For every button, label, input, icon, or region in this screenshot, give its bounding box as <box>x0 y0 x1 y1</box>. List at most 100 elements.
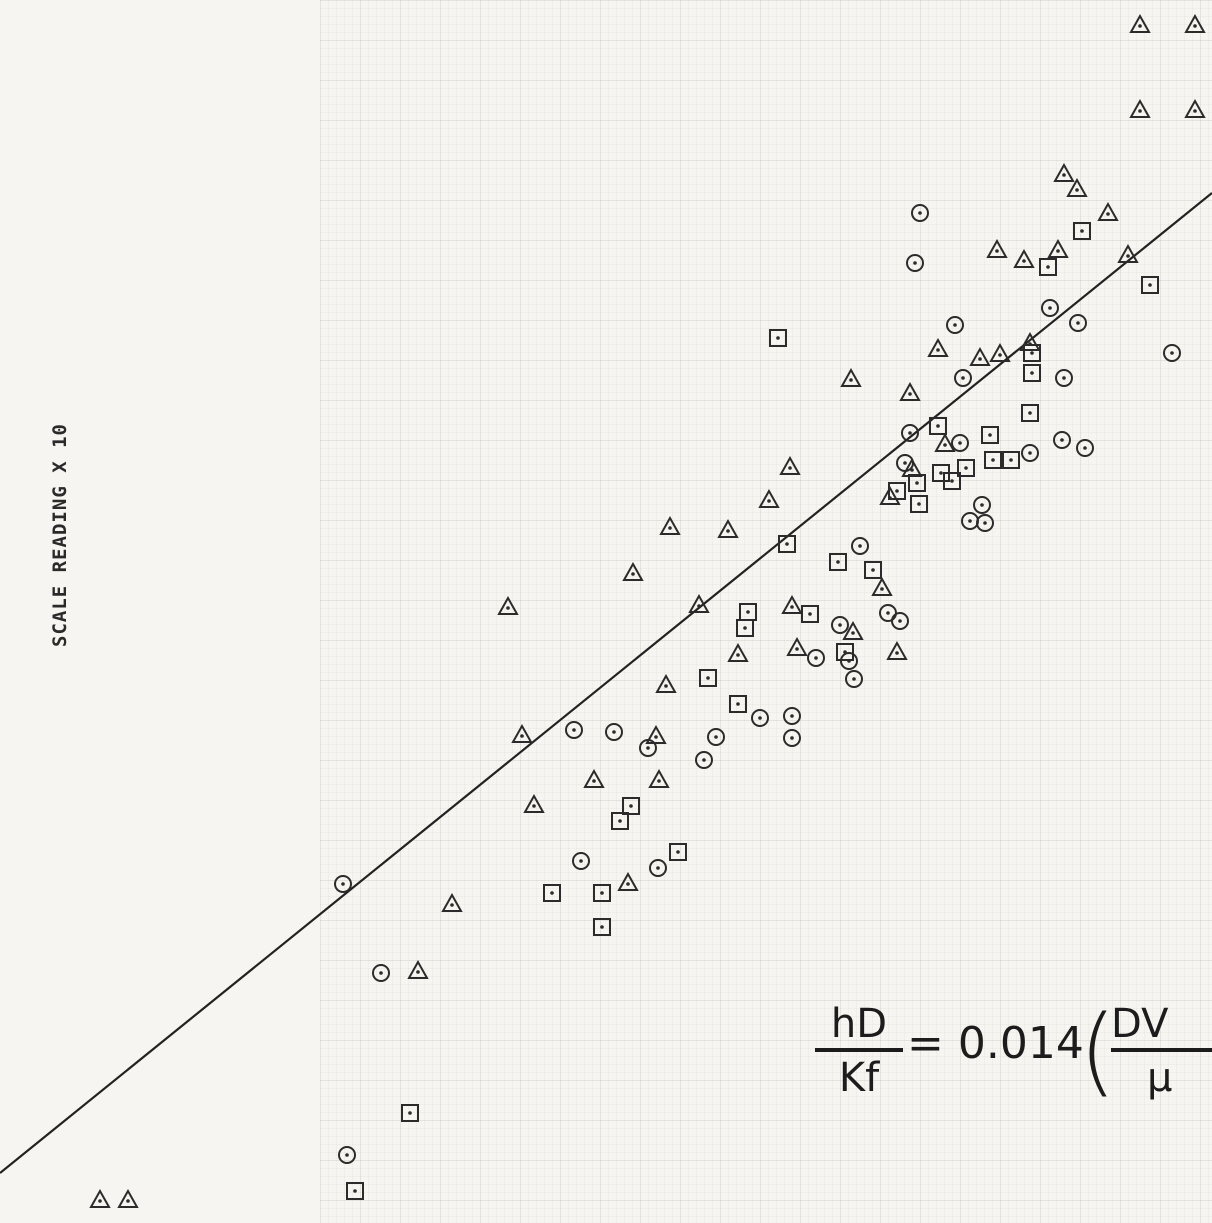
square-point <box>593 918 611 936</box>
circle-point <box>639 739 657 757</box>
triangle-point <box>1053 162 1075 182</box>
triangle-point <box>1129 13 1151 33</box>
triangle-point <box>779 455 801 475</box>
square-point <box>929 417 947 435</box>
circle-point <box>961 512 979 530</box>
circle-point <box>946 316 964 334</box>
square-point <box>908 474 926 492</box>
square-point <box>943 472 961 490</box>
triangle-point <box>688 593 710 613</box>
triangle-point <box>727 642 749 662</box>
square-point <box>778 535 796 553</box>
triangle-point <box>583 768 605 788</box>
circle-point <box>954 369 972 387</box>
triangle-point <box>523 793 545 813</box>
square-point <box>801 605 819 623</box>
y-axis-label: SCALE READING X 10 <box>49 423 71 647</box>
equation-coefficient: = 0.014 <box>907 1018 1084 1069</box>
graph-paper-grid <box>320 0 1212 1223</box>
square-point <box>699 669 717 687</box>
circle-point <box>707 728 725 746</box>
triangle-point <box>934 432 956 452</box>
square-point <box>1023 344 1041 362</box>
fit-line <box>0 192 1212 1174</box>
circle-point <box>1053 431 1071 449</box>
triangle-point <box>648 768 670 788</box>
circle-point <box>605 723 623 741</box>
circle-point <box>334 875 352 893</box>
triangle-point <box>1066 177 1088 197</box>
square-point <box>981 426 999 444</box>
circle-point <box>783 729 801 747</box>
triangle-point <box>1129 98 1151 118</box>
square-point <box>669 843 687 861</box>
circle-point <box>338 1146 356 1164</box>
circle-point <box>906 254 924 272</box>
triangle-point <box>871 576 893 596</box>
equation-denominator: Kf <box>838 1055 880 1101</box>
circle-point <box>973 496 991 514</box>
circle-point <box>1041 299 1059 317</box>
triangle-point <box>617 871 639 891</box>
triangle-point <box>969 346 991 366</box>
square-point <box>888 482 906 500</box>
circle-point <box>911 204 929 222</box>
triangle-point <box>842 620 864 640</box>
circle-point <box>851 537 869 555</box>
triangle-point <box>1047 238 1069 258</box>
square-point <box>611 812 629 830</box>
triangle-point <box>497 595 519 615</box>
equation-annotation: hD Kf = 0.014 ( DV μ <box>815 1000 1212 1120</box>
triangle-point <box>117 1188 139 1208</box>
triangle-point <box>622 561 644 581</box>
square-point <box>984 451 1002 469</box>
square-point <box>1021 404 1039 422</box>
triangle-point <box>655 673 677 693</box>
triangle-point <box>840 367 862 387</box>
square-point <box>910 495 928 513</box>
circle-point <box>1021 444 1039 462</box>
circle-point <box>572 852 590 870</box>
equation-open-paren: ( <box>1079 1000 1117 1107</box>
square-point <box>1002 451 1020 469</box>
triangle-point <box>659 515 681 535</box>
circle-point <box>901 424 919 442</box>
square-point <box>864 561 882 579</box>
triangle-point <box>927 337 949 357</box>
square-point <box>769 329 787 347</box>
equation-fraction-left: hD Kf <box>815 1000 903 1104</box>
circle-point <box>840 652 858 670</box>
circle-point <box>1055 369 1073 387</box>
circle-point <box>751 709 769 727</box>
triangle-point <box>758 488 780 508</box>
equation-numerator: hD <box>815 1000 903 1052</box>
circle-point <box>896 454 914 472</box>
triangle-point <box>511 723 533 743</box>
triangle-point <box>645 724 667 744</box>
triangle-point <box>1184 13 1206 33</box>
triangle-point <box>886 640 908 660</box>
triangle-point <box>1184 98 1206 118</box>
circle-point <box>891 612 909 630</box>
triangle-point <box>89 1188 111 1208</box>
square-point <box>829 553 847 571</box>
circle-point <box>1076 439 1094 457</box>
triangle-point <box>407 959 429 979</box>
triangle-point <box>1097 201 1119 221</box>
circle-point <box>807 649 825 667</box>
square-point <box>543 884 561 902</box>
triangle-point <box>899 381 921 401</box>
circle-point <box>372 964 390 982</box>
square-point <box>622 797 640 815</box>
circle-point <box>951 434 969 452</box>
circle-point <box>1069 314 1087 332</box>
triangle-point <box>441 892 463 912</box>
triangle-point <box>989 342 1011 362</box>
square-point <box>736 619 754 637</box>
triangle-point <box>781 594 803 614</box>
circle-point <box>649 859 667 877</box>
square-point <box>957 459 975 477</box>
triangle-point <box>1117 243 1139 263</box>
circle-point <box>565 721 583 739</box>
